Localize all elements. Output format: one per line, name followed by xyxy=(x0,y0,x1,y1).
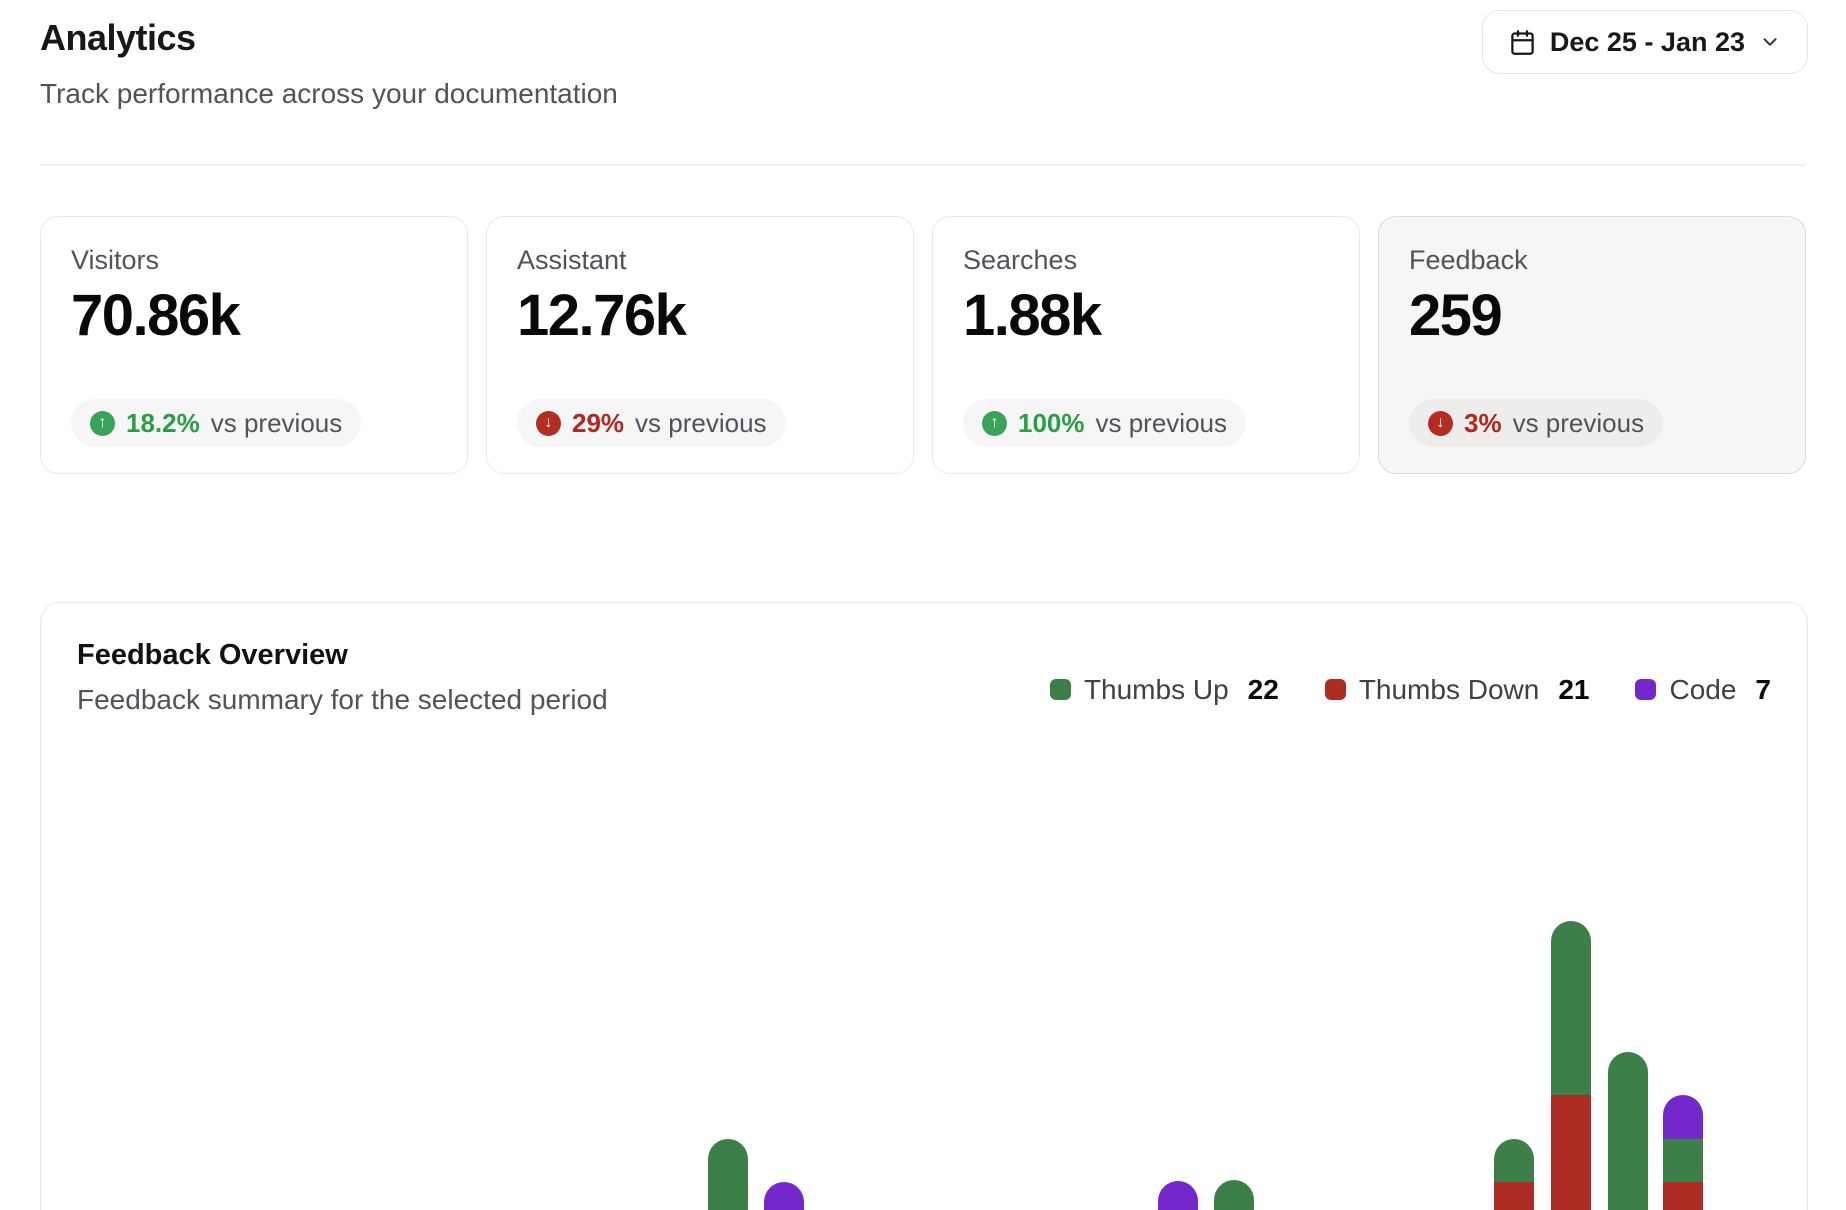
bar-segment-thumbs_down xyxy=(1494,1182,1534,1210)
stat-label: Searches xyxy=(963,245,1078,275)
trend-arrow-icon: ↓ xyxy=(536,410,561,436)
date-range-picker[interactable]: Dec 25 - Jan 23 xyxy=(1481,10,1808,74)
change-suffix: vs previous xyxy=(1512,407,1645,438)
legend-item-code[interactable]: Code 7 xyxy=(1635,663,1771,716)
stat-card-feedback[interactable]: Feedback 259 ↓ 3% vs previous xyxy=(1378,216,1806,474)
thumbs-up-swatch-icon xyxy=(1049,679,1071,700)
chart-legend: Thumbs Up 22 Thumbs Down 21 Code 7 xyxy=(1049,663,1771,716)
feedback-overview-card: Feedback Overview Feedback summary for t… xyxy=(40,602,1808,1210)
change-suffix: vs previous xyxy=(210,407,343,438)
code-swatch-icon xyxy=(1635,679,1657,700)
legend-value: 7 xyxy=(1755,673,1771,705)
chart-title: Feedback Overview xyxy=(77,639,348,671)
stat-cards-row: Visitors 70.86k ↑ 18.2% vs previous Assi… xyxy=(40,216,1806,474)
calendar-icon xyxy=(1509,29,1536,56)
bar-segment-thumbs_up xyxy=(1494,1139,1534,1182)
legend-label: Thumbs Down xyxy=(1358,673,1540,705)
chart-subtitle: Feedback summary for the selected period xyxy=(77,684,608,715)
stat-card-assistant[interactable]: Assistant 12.76k ↓ 29% vs previous xyxy=(486,216,914,474)
bar-segment-thumbs_down xyxy=(1551,1095,1591,1210)
change-badge: ↓ 29% vs previous xyxy=(517,399,786,447)
stat-label: Assistant xyxy=(517,245,627,275)
date-range-label: Dec 25 - Jan 23 xyxy=(1549,26,1745,57)
change-percent: 29% xyxy=(572,407,625,438)
bar-segment-thumbs_up xyxy=(1608,1052,1648,1210)
stacked-bar xyxy=(1214,1180,1254,1210)
legend-value: 21 xyxy=(1558,673,1590,705)
header-divider xyxy=(40,164,1806,166)
stat-value: 1.88k xyxy=(963,283,1102,348)
change-percent: 3% xyxy=(1464,407,1502,438)
bar-chart xyxy=(41,603,1807,1210)
bar-segment-code xyxy=(764,1182,804,1210)
thumbs-down-swatch-icon xyxy=(1324,679,1346,700)
change-percent: 100% xyxy=(1018,407,1085,438)
page-title: Analytics xyxy=(40,17,196,58)
chevron-down-icon xyxy=(1759,31,1781,53)
stat-label: Feedback xyxy=(1409,245,1528,275)
stat-label: Visitors xyxy=(71,245,160,275)
stat-card-visitors[interactable]: Visitors 70.86k ↑ 18.2% vs previous xyxy=(40,216,468,474)
legend-item-thumbs-up[interactable]: Thumbs Up 22 xyxy=(1049,663,1279,716)
stat-value: 70.86k xyxy=(71,283,241,348)
stat-value: 12.76k xyxy=(517,283,687,348)
change-suffix: vs previous xyxy=(635,407,767,438)
change-badge: ↑ 100% vs previous xyxy=(963,399,1246,447)
stacked-bar xyxy=(1551,921,1591,1210)
stacked-bar xyxy=(708,1139,748,1210)
stat-value: 259 xyxy=(1409,283,1503,348)
bar-segment-thumbs_up xyxy=(708,1139,748,1210)
trend-arrow-icon: ↓ xyxy=(1428,410,1453,436)
stat-card-searches[interactable]: Searches 1.88k ↑ 100% vs previous xyxy=(932,216,1360,474)
bar-segment-thumbs_up xyxy=(1551,921,1591,1095)
stacked-bar xyxy=(1608,1052,1648,1210)
legend-item-thumbs-down[interactable]: Thumbs Down 21 xyxy=(1324,663,1590,716)
trend-arrow-icon: ↑ xyxy=(90,410,115,436)
stacked-bar xyxy=(764,1182,804,1210)
stacked-bar xyxy=(1663,1095,1703,1210)
stacked-bar xyxy=(1158,1181,1198,1210)
change-badge: ↓ 3% vs previous xyxy=(1409,399,1663,447)
bar-segment-thumbs_up xyxy=(1214,1180,1254,1210)
change-badge: ↑ 18.2% vs previous xyxy=(71,399,361,447)
change-percent: 18.2% xyxy=(126,407,200,438)
page-subtitle: Track performance across your documentat… xyxy=(40,78,618,109)
bar-segment-thumbs_down xyxy=(1663,1182,1703,1210)
bar-segment-code xyxy=(1158,1181,1198,1210)
legend-label: Thumbs Up xyxy=(1083,673,1229,705)
bar-segment-thumbs_up xyxy=(1663,1139,1703,1182)
page-header: Analytics Track performance across your … xyxy=(0,0,1846,112)
chart-header: Feedback Overview Feedback summary for t… xyxy=(41,603,1807,716)
legend-label: Code xyxy=(1669,673,1737,705)
change-suffix: vs previous xyxy=(1095,407,1228,438)
stacked-bar xyxy=(1494,1139,1534,1210)
legend-value: 22 xyxy=(1247,673,1279,705)
trend-arrow-icon: ↑ xyxy=(982,410,1007,436)
bar-segment-code xyxy=(1663,1095,1703,1139)
